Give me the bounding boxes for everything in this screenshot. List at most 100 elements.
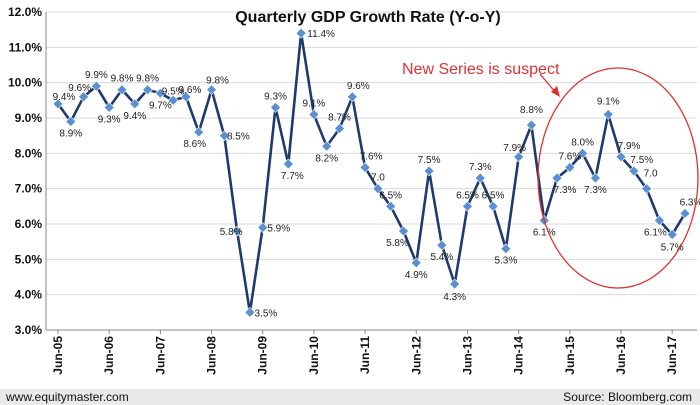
data-label: 9.1% bbox=[303, 98, 326, 109]
data-label: 9.9% bbox=[85, 70, 108, 81]
y-tick-label: 3.0% bbox=[15, 323, 43, 337]
data-label: 5.9% bbox=[267, 224, 290, 235]
x-tick-label: Jun-13 bbox=[460, 336, 474, 375]
chart-title: Quarterly GDP Growth Rate (Y-o-Y) bbox=[235, 9, 501, 26]
data-label: 6.1% bbox=[644, 227, 667, 238]
data-point bbox=[321, 140, 333, 152]
data-point bbox=[78, 91, 90, 103]
y-tick-label: 9.0% bbox=[15, 111, 43, 125]
data-point bbox=[244, 306, 256, 318]
data-label: 5.4% bbox=[430, 252, 453, 263]
data-label: 9.3% bbox=[264, 91, 287, 102]
data-label: 6.5% bbox=[482, 190, 505, 201]
footer-bar: www.equitymaster.com Source: Bloomberg.c… bbox=[0, 389, 700, 405]
x-tick-label: Jun-10 bbox=[307, 336, 321, 375]
data-label: 8.7% bbox=[328, 113, 351, 124]
data-label: 8.0% bbox=[571, 137, 594, 148]
data-label: 5.3% bbox=[494, 256, 517, 267]
data-point bbox=[474, 172, 486, 184]
data-point bbox=[410, 257, 422, 269]
x-tick-label: Jun-17 bbox=[665, 336, 679, 375]
data-label: 7.9% bbox=[618, 141, 641, 152]
data-point bbox=[628, 165, 640, 177]
data-label: 3.5% bbox=[255, 308, 278, 319]
data-label: 4.3% bbox=[443, 292, 466, 303]
x-tick-label: Jun-15 bbox=[563, 336, 577, 375]
x-tick-label: Jun-16 bbox=[614, 336, 628, 375]
data-point bbox=[500, 243, 512, 255]
y-tick-label: 8.0% bbox=[15, 146, 43, 160]
data-point bbox=[551, 172, 563, 184]
data-label: 9.8% bbox=[111, 74, 134, 85]
x-tick-label: Jun-14 bbox=[512, 336, 526, 375]
data-point bbox=[577, 147, 589, 159]
chart-svg: 3.0% 4.0% 5.0% 6.0% 7.0% 8.0% 9.0% 10.0% 11.0% 12… bbox=[8, 5, 700, 375]
data-label: 6.3% bbox=[680, 197, 700, 208]
data-point bbox=[679, 207, 691, 219]
data-label: 6.5% bbox=[456, 190, 479, 201]
data-label: 7.0 bbox=[371, 173, 385, 184]
data-label: 8.2% bbox=[315, 153, 338, 164]
x-tick-label: Jun-11 bbox=[358, 336, 372, 374]
data-point bbox=[231, 225, 243, 237]
data-point bbox=[270, 101, 281, 113]
data-point bbox=[282, 158, 294, 170]
y-tick-label: 5.0% bbox=[15, 252, 43, 266]
data-point bbox=[385, 200, 397, 212]
data-point bbox=[154, 87, 166, 99]
annotation-arrowhead bbox=[551, 86, 560, 97]
data-point bbox=[167, 94, 179, 106]
data-label: 4.9% bbox=[405, 270, 428, 281]
data-point bbox=[372, 183, 384, 195]
data-point bbox=[257, 222, 269, 233]
data-point bbox=[615, 151, 627, 163]
data-label: 9.6% bbox=[347, 81, 370, 92]
data-label: 7.7% bbox=[281, 171, 304, 182]
data-label: 9.1% bbox=[597, 96, 620, 107]
data-point bbox=[346, 91, 358, 103]
data-point bbox=[602, 109, 614, 120]
data-point bbox=[590, 172, 601, 184]
y-tick-label: 11.0% bbox=[9, 40, 43, 54]
data-label: 7.3% bbox=[469, 162, 492, 173]
x-tick-label: Jun-05 bbox=[51, 336, 65, 375]
data-label: 9.4% bbox=[123, 111, 146, 122]
data-label: 7.9% bbox=[503, 143, 526, 154]
data-point bbox=[90, 80, 102, 92]
data-label: 9.8% bbox=[206, 76, 229, 87]
data-point bbox=[564, 162, 576, 173]
data-point bbox=[641, 183, 653, 195]
data-label: 8.6% bbox=[183, 139, 206, 150]
data-label: 9.7% bbox=[149, 100, 172, 111]
data-label: 9.6% bbox=[68, 83, 91, 94]
data-point bbox=[666, 229, 678, 241]
data-label: 7.0 bbox=[644, 169, 658, 180]
data-label: 7.3% bbox=[554, 185, 577, 196]
data-label: 6.1% bbox=[533, 227, 556, 238]
data-point bbox=[103, 101, 115, 113]
data-label: 9.6% bbox=[179, 85, 202, 96]
data-label: 9.5% bbox=[162, 86, 185, 97]
data-point bbox=[308, 109, 320, 120]
data-label: 8.8% bbox=[520, 105, 543, 116]
x-tick-label: Jun-07 bbox=[153, 336, 167, 375]
data-label: 11.4% bbox=[307, 29, 335, 40]
data-label: 5.8% bbox=[220, 227, 243, 238]
data-label: 9.4% bbox=[53, 92, 76, 103]
y-tick-label: 12.0% bbox=[8, 5, 42, 19]
data-label: 7.6% bbox=[558, 151, 581, 162]
data-point bbox=[129, 98, 141, 110]
data-point bbox=[462, 200, 473, 212]
data-point bbox=[423, 165, 435, 177]
data-point bbox=[52, 98, 64, 110]
data-point bbox=[359, 162, 371, 173]
data-point bbox=[142, 84, 153, 96]
data-point bbox=[116, 84, 128, 96]
data-point bbox=[218, 130, 230, 142]
data-label: 7.3% bbox=[584, 185, 607, 196]
y-tick-label: 6.0% bbox=[15, 217, 43, 231]
y-tick-label: 10.0% bbox=[8, 76, 42, 90]
data-point bbox=[653, 215, 665, 226]
data-point bbox=[513, 151, 525, 163]
data-point bbox=[65, 116, 77, 127]
